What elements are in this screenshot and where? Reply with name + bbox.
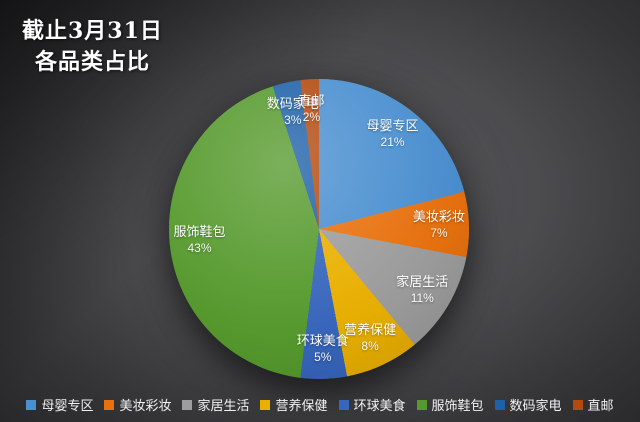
legend-item-label: 母婴专区 <box>41 398 94 413</box>
legend-item-label: 数码家电 <box>509 398 562 413</box>
legend-color-swatch-icon <box>338 399 349 410</box>
legend-item[interactable]: 数码家电 <box>494 395 562 414</box>
legend-color-swatch-icon <box>494 399 505 410</box>
chart-title-line2: 各品类占比 <box>34 49 150 75</box>
legend-item-label: 环球美食 <box>353 398 406 413</box>
legend-item[interactable]: 母婴专区 <box>26 395 93 414</box>
legend-item[interactable]: 环球美食 <box>338 395 406 414</box>
chart-legend: 母婴专区 美妆彩妆 家居生活 营养保健 环球美食 服饰鞋包 数码家电 直邮 <box>0 395 640 414</box>
legend-item[interactable]: 营养保健 <box>260 395 328 414</box>
chart-title: 截止3月31日 各品类占比 <box>22 16 163 78</box>
chart-title-line1: 截止3月31日 <box>22 18 163 44</box>
legend-item-label: 美妆彩妆 <box>119 398 172 413</box>
legend-color-swatch-icon <box>416 399 427 410</box>
legend-item[interactable]: 家居生活 <box>182 395 249 414</box>
legend-color-swatch-icon <box>104 399 115 410</box>
legend-color-swatch-icon <box>260 399 271 410</box>
legend-item-label: 直邮 <box>587 398 614 413</box>
legend-item-label: 家居生活 <box>197 398 250 413</box>
legend-item-label: 营养保健 <box>275 398 328 413</box>
legend-item[interactable]: 美妆彩妆 <box>104 395 171 414</box>
legend-item-label: 服饰鞋包 <box>431 398 484 413</box>
legend-color-swatch-icon <box>26 399 37 410</box>
legend-color-swatch-icon <box>182 399 193 410</box>
legend-item[interactable]: 直邮 <box>572 395 614 414</box>
legend-item[interactable]: 服饰鞋包 <box>416 395 484 414</box>
legend-color-swatch-icon <box>572 399 583 410</box>
pie-chart[interactable] <box>169 79 469 379</box>
